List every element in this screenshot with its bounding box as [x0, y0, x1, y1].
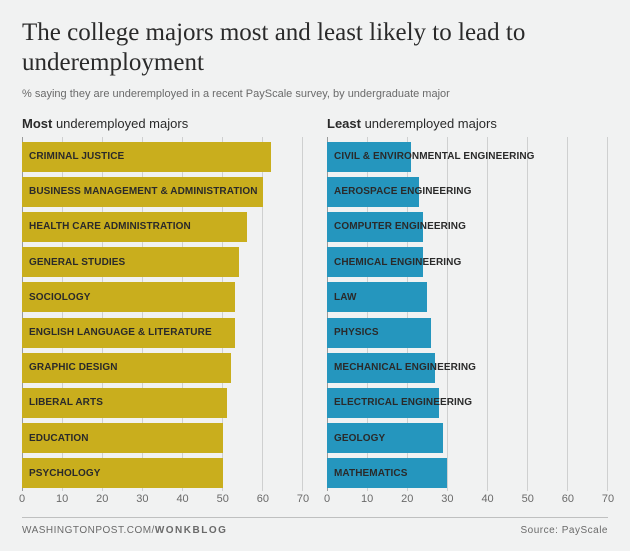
x-tick: 0: [19, 493, 25, 505]
bar-row: HEALTH CARE ADMINISTRATION: [22, 209, 303, 244]
bar-row: CHEMICAL ENGINEERING: [327, 245, 608, 280]
bar-label: LAW: [334, 292, 357, 303]
panel-header-bold: Most: [22, 116, 52, 131]
bar-label: EDUCATION: [29, 433, 89, 444]
bar-label: BUSINESS MANAGEMENT & ADMINISTRATION: [29, 186, 258, 197]
bar-label: MECHANICAL ENGINEERING: [334, 362, 476, 373]
bar-label: ENGLISH LANGUAGE & LITERATURE: [29, 327, 212, 338]
bar-row: MECHANICAL ENGINEERING: [327, 350, 608, 385]
panel-header-rest: underemployed majors: [52, 116, 188, 131]
x-tick: 20: [401, 493, 413, 505]
x-axis: 010203040506070: [22, 493, 303, 511]
bar-label: CIVIL & ENVIRONMENTAL ENGINEERING: [334, 151, 535, 162]
x-tick: 20: [96, 493, 108, 505]
x-tick: 60: [257, 493, 269, 505]
bar-label: COMPUTER ENGINEERING: [334, 221, 466, 232]
bar-label: HEALTH CARE ADMINISTRATION: [29, 221, 191, 232]
footer-source-right: Source: PayScale: [521, 525, 609, 536]
bar-label: GENERAL STUDIES: [29, 257, 125, 268]
bar-row: LAW: [327, 280, 608, 315]
bars-group: CIVIL & ENVIRONMENTAL ENGINEERING AEROSPA…: [327, 137, 608, 491]
footer-left-plain: WASHINGTONPOST.COM/: [22, 525, 155, 536]
bar-row: CRIMINAL JUSTICE: [22, 139, 303, 174]
bar-row: GRAPHIC DESIGN: [22, 350, 303, 385]
bar-row: CIVIL & ENVIRONMENTAL ENGINEERING: [327, 139, 608, 174]
footer-source-left: WASHINGTONPOST.COM/WONKBLOG: [22, 525, 227, 536]
bar-label: GEOLOGY: [334, 433, 385, 444]
x-tick: 0: [324, 493, 330, 505]
x-tick: 40: [176, 493, 188, 505]
x-tick: 60: [562, 493, 574, 505]
bar-label: GRAPHIC DESIGN: [29, 362, 118, 373]
panel-header-least: Least underemployed majors: [327, 116, 608, 131]
x-tick: 70: [602, 493, 614, 505]
bar-label: CRIMINAL JUSTICE: [29, 151, 124, 162]
bar-label: PSYCHOLOGY: [29, 468, 101, 479]
chart-subtitle: % saying they are underemployed in a rec…: [22, 88, 608, 100]
bar-row: GEOLOGY: [327, 421, 608, 456]
footer: WASHINGTONPOST.COM/WONKBLOG Source: PayS…: [22, 517, 608, 536]
bar-row: BUSINESS MANAGEMENT & ADMINISTRATION: [22, 174, 303, 209]
bar-row: GENERAL STUDIES: [22, 245, 303, 280]
x-tick: 30: [441, 493, 453, 505]
x-axis: 010203040506070: [327, 493, 608, 511]
chart-title: The college majors most and least likely…: [22, 18, 608, 78]
plot-area: CIVIL & ENVIRONMENTAL ENGINEERING AEROSPA…: [327, 137, 608, 491]
panel-header-most: Most underemployed majors: [22, 116, 303, 131]
bar-label: SOCIOLOGY: [29, 292, 90, 303]
bar-row: MATHEMATICS: [327, 456, 608, 491]
footer-left-bold: WONKBLOG: [155, 525, 228, 536]
panel-header-bold: Least: [327, 116, 361, 131]
bar-label: CHEMICAL ENGINEERING: [334, 257, 461, 268]
bar-label: MATHEMATICS: [334, 468, 408, 479]
bar-row: LIBERAL ARTS: [22, 385, 303, 420]
bar-label: ELECTRICAL ENGINEERING: [334, 397, 472, 408]
bar-row: COMPUTER ENGINEERING: [327, 209, 608, 244]
plot-area: CRIMINAL JUSTICE BUSINESS MANAGEMENT & AD…: [22, 137, 303, 491]
bar-row: AEROSPACE ENGINEERING: [327, 174, 608, 209]
bar-row: EDUCATION: [22, 421, 303, 456]
panel-header-rest: underemployed majors: [361, 116, 497, 131]
bars-group: CRIMINAL JUSTICE BUSINESS MANAGEMENT & AD…: [22, 137, 303, 491]
charts-container: Most underemployed majors CRIMINAL JUSTIC…: [22, 116, 608, 511]
bar-row: PSYCHOLOGY: [22, 456, 303, 491]
x-tick: 70: [297, 493, 309, 505]
chart-panel-least: Least underemployed majors CIVIL & ENVIRO…: [327, 116, 608, 511]
bar-label: LIBERAL ARTS: [29, 397, 103, 408]
bar-label: AEROSPACE ENGINEERING: [334, 186, 472, 197]
x-tick: 50: [217, 493, 229, 505]
x-tick: 10: [361, 493, 373, 505]
bar-row: ENGLISH LANGUAGE & LITERATURE: [22, 315, 303, 350]
bar-label: PHYSICS: [334, 327, 379, 338]
bar-row: PHYSICS: [327, 315, 608, 350]
x-tick: 40: [481, 493, 493, 505]
x-tick: 50: [522, 493, 534, 505]
chart-panel-most: Most underemployed majors CRIMINAL JUSTIC…: [22, 116, 303, 511]
x-tick: 30: [136, 493, 148, 505]
bar-row: ELECTRICAL ENGINEERING: [327, 385, 608, 420]
bar-row: SOCIOLOGY: [22, 280, 303, 315]
x-tick: 10: [56, 493, 68, 505]
